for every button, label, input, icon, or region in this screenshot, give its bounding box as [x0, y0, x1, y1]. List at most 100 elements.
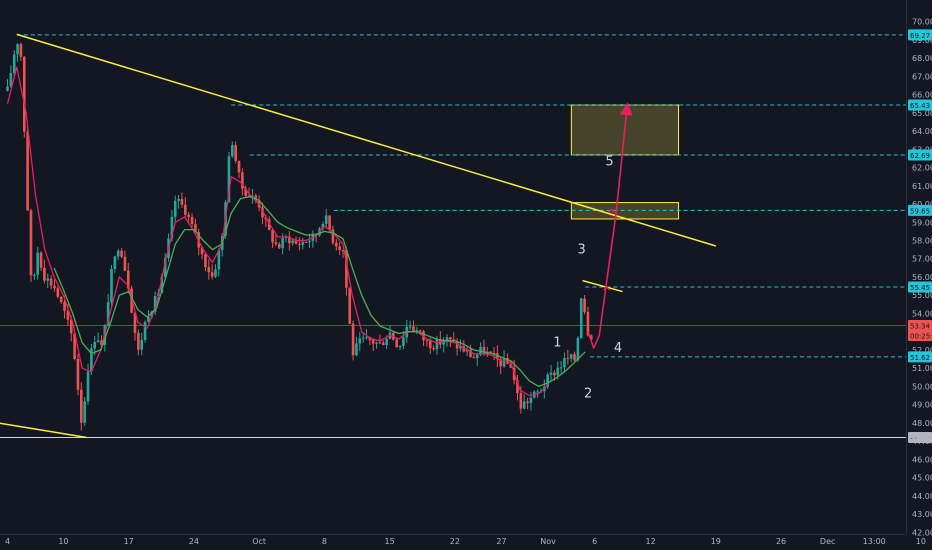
candle-body[interactable]: [66, 310, 70, 320]
candle-body[interactable]: [190, 216, 194, 225]
candle-body[interactable]: [381, 342, 385, 346]
candle-body[interactable]: [271, 229, 274, 243]
candle-body[interactable]: [408, 326, 412, 328]
candle-body[interactable]: [36, 252, 39, 275]
candle-body[interactable]: [398, 345, 402, 348]
candle-body[interactable]: [194, 224, 197, 233]
candle-body[interactable]: [365, 336, 368, 338]
candle-body[interactable]: [328, 215, 331, 230]
time-axis[interactable]: 4 10 17 24 Oct 8 15 22 27 Nov 6 12 19 26 Dec 13:00 10: [0, 534, 926, 547]
candle-body[interactable]: [143, 322, 147, 340]
candle-body[interactable]: [288, 236, 291, 244]
candle-body[interactable]: [217, 250, 221, 270]
candle-body[interactable]: [294, 240, 298, 244]
candle-body[interactable]: [170, 216, 174, 239]
candle-body[interactable]: [449, 337, 452, 340]
candle-body[interactable]: [304, 241, 308, 243]
candle-body[interactable]: [76, 358, 80, 390]
candle-body[interactable]: [261, 207, 264, 218]
candle-body[interactable]: [43, 267, 46, 281]
candle-body[interactable]: [348, 287, 352, 324]
candle-body[interactable]: [163, 258, 167, 277]
candle-body[interactable]: [281, 238, 284, 249]
candle-body[interactable]: [100, 340, 103, 346]
candle-body[interactable]: [177, 199, 180, 201]
candle-body[interactable]: [395, 339, 399, 348]
candle-body[interactable]: [80, 389, 83, 423]
candle-body[interactable]: [251, 195, 254, 197]
price-axis[interactable]: 42.0043.0044.0045.0046.0047.0048.0049.00…: [906, 0, 932, 537]
candle-body[interactable]: [425, 340, 429, 342]
candle-body[interactable]: [351, 323, 355, 356]
candle-body[interactable]: [110, 269, 113, 303]
candle-body[interactable]: [506, 358, 509, 364]
candle-body[interactable]: [86, 371, 90, 402]
candle-body[interactable]: [375, 342, 378, 344]
candle-body[interactable]: [361, 337, 365, 339]
candle-body[interactable]: [482, 347, 486, 355]
candle-body[interactable]: [566, 358, 570, 360]
candle-body[interactable]: [53, 285, 56, 289]
candle-body[interactable]: [33, 274, 36, 276]
candle-body[interactable]: [12, 54, 16, 74]
candle-body[interactable]: [492, 352, 496, 354]
candle-body[interactable]: [462, 346, 466, 352]
candle-body[interactable]: [56, 288, 60, 297]
candle-body[interactable]: [526, 401, 529, 404]
candle-body[interactable]: [549, 372, 553, 375]
candle-body[interactable]: [583, 298, 586, 312]
candle-body[interactable]: [576, 338, 580, 361]
candle-body[interactable]: [204, 254, 207, 268]
candle-body[interactable]: [133, 312, 137, 333]
candle-body[interactable]: [19, 44, 23, 57]
candle-body[interactable]: [418, 330, 422, 332]
candle-body[interactable]: [590, 335, 593, 340]
candle-body[interactable]: [586, 311, 590, 336]
candle-body[interactable]: [579, 298, 583, 339]
candle-body[interactable]: [324, 215, 328, 224]
candle-body[interactable]: [432, 348, 435, 350]
candle-body[interactable]: [573, 354, 576, 361]
candle-body[interactable]: [106, 302, 110, 326]
candle-body[interactable]: [385, 338, 388, 346]
candle-body[interactable]: [536, 391, 539, 393]
candle-body[interactable]: [345, 250, 348, 288]
candle-body[interactable]: [519, 393, 523, 409]
candle-body[interactable]: [200, 247, 204, 255]
plot-area[interactable]: 1 2 3 4 5: [0, 33, 906, 439]
candle-body[interactable]: [455, 341, 459, 349]
candle-body[interactable]: [428, 341, 432, 349]
candle-body[interactable]: [341, 249, 345, 251]
candle-body[interactable]: [113, 256, 117, 270]
candle-body[interactable]: [489, 351, 492, 353]
candle-body[interactable]: [59, 296, 63, 303]
candle-body[interactable]: [371, 340, 375, 344]
candle-body[interactable]: [237, 160, 241, 173]
candle-body[interactable]: [415, 330, 419, 332]
projection-path[interactable]: [587, 102, 633, 349]
candle-body[interactable]: [49, 278, 53, 286]
candle-body[interactable]: [130, 288, 133, 313]
candle-body[interactable]: [241, 172, 244, 189]
candle-body[interactable]: [298, 243, 301, 245]
candle-body[interactable]: [378, 342, 382, 344]
candle-body[interactable]: [435, 339, 439, 350]
candle-body[interactable]: [402, 337, 405, 346]
candle-body[interactable]: [210, 272, 214, 277]
candle-body[interactable]: [412, 326, 415, 331]
candle-body[interactable]: [556, 367, 560, 376]
candle-body[interactable]: [140, 339, 144, 350]
candle-body[interactable]: [96, 340, 100, 343]
candle-body[interactable]: [335, 242, 338, 247]
candle-body[interactable]: [472, 357, 476, 359]
candle-body[interactable]: [469, 349, 472, 358]
candle-body[interactable]: [522, 401, 526, 409]
candle-body[interactable]: [277, 244, 281, 249]
candle-body[interactable]: [563, 358, 566, 368]
candle-body[interactable]: [358, 338, 362, 344]
candle-body[interactable]: [73, 333, 76, 359]
candle-body[interactable]: [445, 337, 449, 342]
candle-body[interactable]: [308, 240, 311, 243]
candle-body[interactable]: [137, 332, 140, 350]
